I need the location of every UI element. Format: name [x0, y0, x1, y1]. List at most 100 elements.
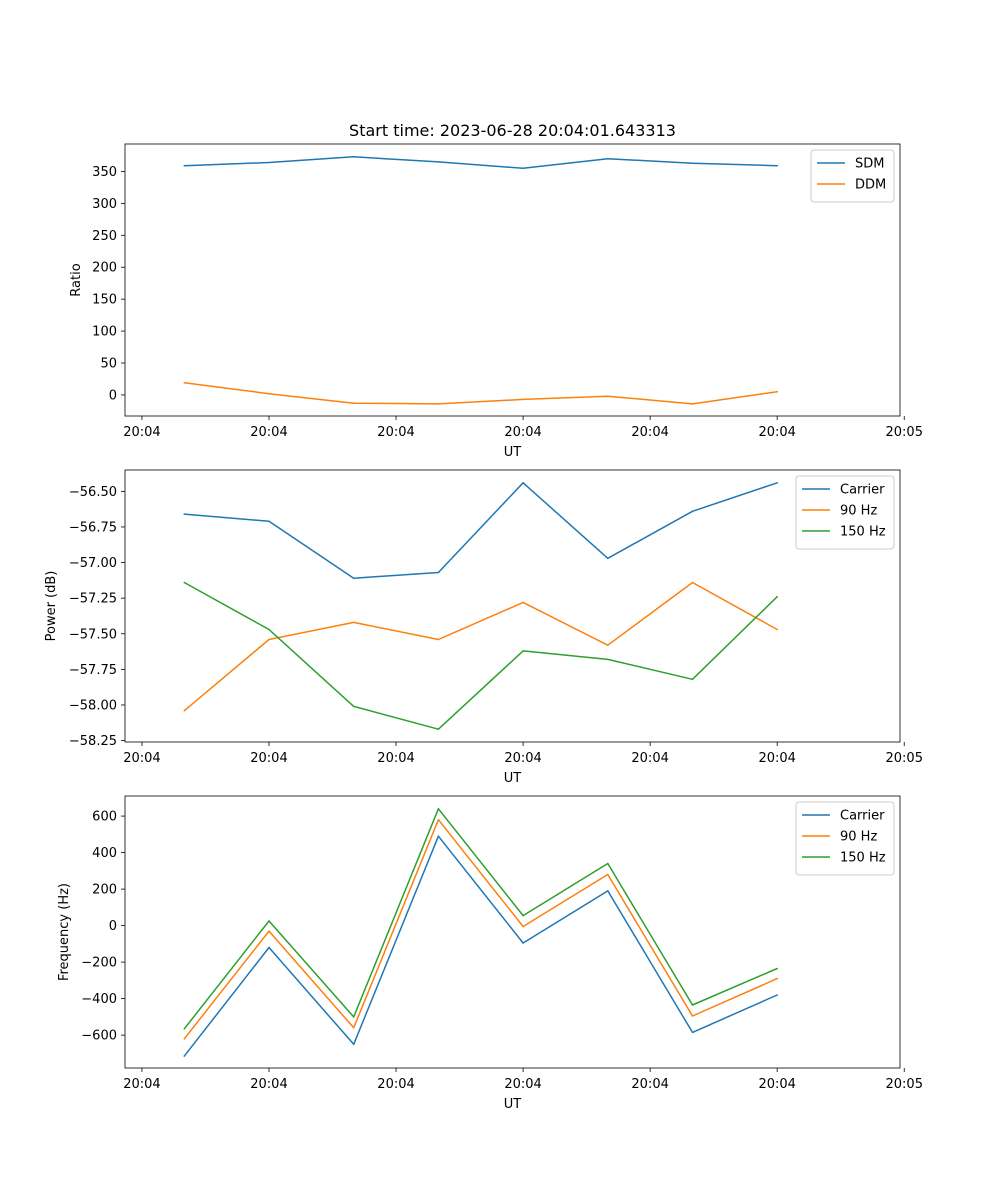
series-line-90-hz [183, 818, 778, 1040]
x-tick-label: 20:04 [123, 751, 160, 766]
data-point [691, 581, 694, 584]
x-tick-label: 20:04 [504, 751, 541, 766]
y-tick-label: −57.25 [69, 592, 117, 607]
x-tick-label: 20:04 [631, 425, 668, 440]
chart-panel-2: 20:04 20:04 20:04 20:04 20:04 20:04 20:05 −58.2… [44, 469, 923, 786]
x-tick-label: 20:05 [886, 425, 923, 440]
data-point [268, 161, 270, 164]
y-tick-label: 600 [92, 810, 117, 825]
data-point [776, 390, 778, 393]
legend-label: SDM [855, 157, 884, 172]
data-point [607, 862, 609, 865]
data-point [183, 513, 186, 515]
data-point [776, 164, 778, 167]
legend-label: 150 Hz [840, 851, 886, 866]
legend: SDM DDM [810, 149, 895, 203]
data-point [437, 808, 440, 810]
x-tick-label: 20:04 [250, 751, 287, 766]
data-point [776, 994, 778, 996]
data-point [522, 914, 524, 917]
data-point [437, 571, 440, 574]
y-tick-label: −57.00 [69, 556, 117, 571]
x-tick-label: 20:04 [377, 1077, 414, 1092]
data-point [183, 709, 186, 712]
data-point [268, 946, 270, 949]
data-point [691, 510, 694, 513]
data-point [607, 658, 609, 661]
y-tick-label: −600 [81, 1029, 117, 1044]
data-point [437, 818, 440, 821]
data-point [776, 977, 778, 980]
legend-label: Carrier [840, 809, 885, 824]
y-tick-label: −56.50 [69, 485, 117, 500]
data-point [268, 628, 270, 631]
axes-frame [124, 795, 901, 1069]
legend: Carrier 90 Hz 150 Hz [795, 801, 895, 876]
y-tick-label: 100 [92, 325, 117, 340]
x-tick-label: 20:05 [886, 1077, 923, 1092]
y-tick-label: 150 [92, 293, 117, 308]
data-point [268, 920, 270, 922]
data-point [522, 398, 524, 401]
data-point [607, 644, 609, 646]
data-point [522, 650, 524, 652]
data-point [352, 577, 355, 579]
data-point [437, 728, 440, 730]
x-tick-label: 20:04 [758, 1077, 795, 1092]
y-tick-label: −57.50 [69, 627, 117, 642]
legend-label: 90 Hz [840, 830, 877, 845]
data-point [352, 1016, 355, 1018]
y-tick-label: 350 [92, 165, 117, 180]
data-point [691, 1031, 694, 1034]
x-tick-label: 20:04 [123, 425, 160, 440]
data-point [268, 392, 270, 395]
chart-title: Start time: 2023-06-28 20:04:01.643313 [349, 121, 676, 140]
series-line-90-hz [183, 581, 778, 712]
x-tick-label: 20:04 [377, 751, 414, 766]
legend-label: DDM [855, 178, 886, 193]
data-point [607, 395, 609, 398]
data-point [352, 402, 355, 405]
legend-label: 90 Hz [840, 504, 877, 519]
data-point [268, 638, 270, 641]
x-tick-label: 20:04 [758, 751, 795, 766]
y-tick-label: 0 [109, 919, 117, 934]
data-point [522, 925, 524, 928]
data-point [437, 403, 440, 405]
y-axis-label: Frequency (Hz) [57, 883, 72, 981]
series-line-carrier [184, 482, 778, 579]
series-line-sdm [184, 156, 778, 170]
data-point [268, 930, 270, 932]
axes-frame [124, 469, 901, 743]
data-point [776, 967, 778, 970]
data-point [437, 161, 440, 163]
y-tick-label: −200 [81, 956, 117, 971]
y-tick-label: 0 [109, 388, 117, 403]
data-point [776, 628, 778, 631]
data-point [691, 1015, 694, 1017]
data-point [183, 1038, 186, 1040]
data-point [437, 638, 440, 641]
data-point [437, 835, 440, 837]
legend: Carrier 90 Hz 150 Hz [795, 475, 895, 550]
data-point [776, 482, 778, 484]
y-tick-label: 400 [92, 846, 117, 861]
series-line-150-hz [183, 581, 778, 730]
data-point [183, 1028, 186, 1030]
series-line-ddm [184, 382, 778, 405]
x-tick-label: 20:04 [504, 1077, 541, 1092]
y-tick-label: −400 [81, 992, 117, 1007]
x-axis-label: UT [504, 771, 522, 786]
chart-panel-1: 20:04 20:04 20:04 20:04 20:04 20:04 20:05 0 50 10… [69, 121, 923, 460]
y-axis-label: Ratio [69, 263, 84, 296]
data-point [691, 678, 694, 681]
data-point [352, 705, 355, 708]
x-tick-label: 20:04 [250, 425, 287, 440]
chart-panel-3: 20:04 20:04 20:04 20:04 20:04 20:04 20:05 −600 −… [57, 795, 923, 1112]
axes-frame [124, 143, 901, 417]
data-point [607, 557, 609, 560]
series-line-150-hz [183, 808, 778, 1030]
data-point [522, 167, 524, 170]
data-point [183, 164, 186, 167]
data-point [183, 1055, 186, 1057]
